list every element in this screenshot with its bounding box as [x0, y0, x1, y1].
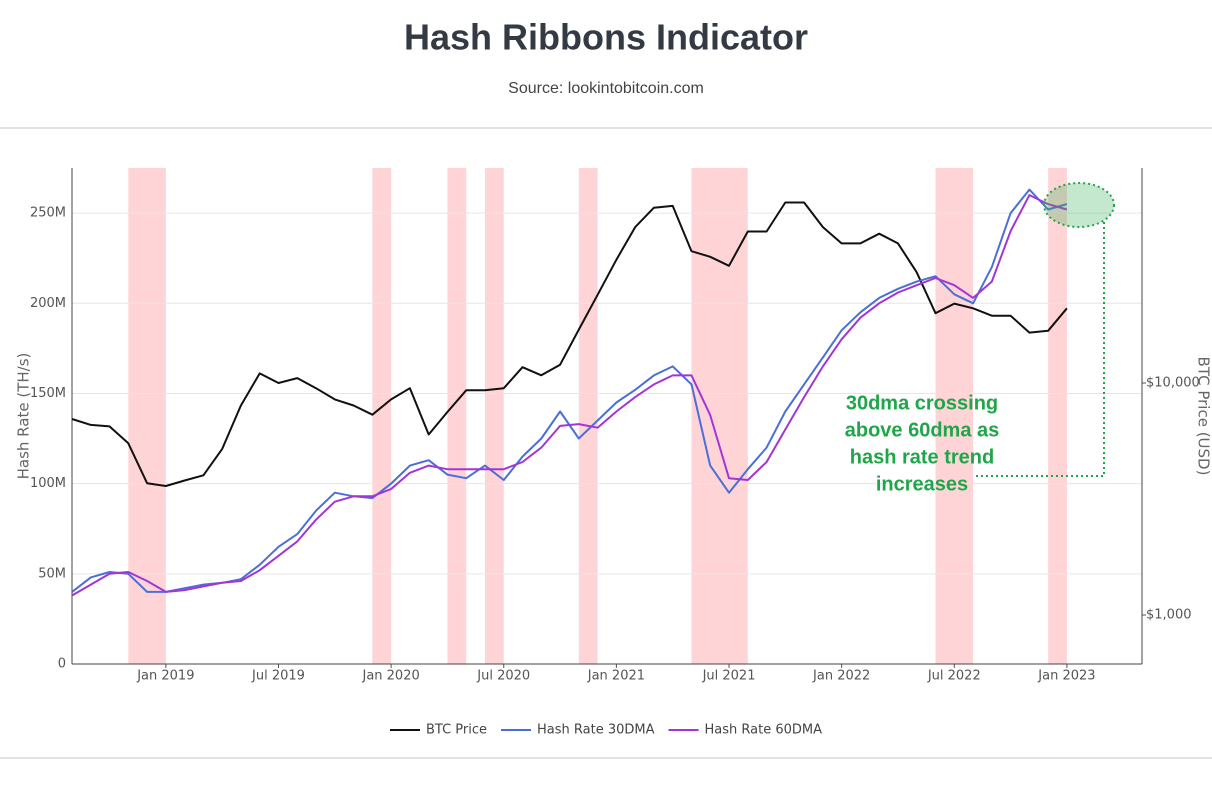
x-tick-label: Jul 2021 [702, 669, 756, 684]
y-tick-label: 250M [30, 206, 66, 221]
y-tick-label: 0 [58, 657, 66, 672]
highlight-ellipse [1044, 183, 1114, 227]
shaded-range [579, 168, 598, 664]
y-axis-label: Hash Rate (TH/s) [15, 353, 33, 480]
x-tick-label: Jul 2022 [927, 669, 981, 684]
y-tick-label: 50M [38, 566, 66, 581]
annotation-text: above 60dma as [845, 419, 1000, 441]
x-tick-label: Jan 2020 [361, 669, 419, 684]
shaded-range [1048, 168, 1067, 664]
annotation-text: hash rate trend [850, 446, 994, 468]
y2-tick-label: $1,000 [1146, 608, 1192, 623]
shaded-range [691, 168, 747, 664]
x-tick-label: Jul 2020 [476, 669, 530, 684]
chart-title: Hash Ribbons Indicator [404, 17, 808, 58]
shaded-range [485, 168, 504, 664]
y2-tick-label: $10,000 [1146, 376, 1200, 391]
shaded-range [447, 168, 466, 664]
annotation-text: increases [876, 473, 968, 495]
chart-subtitle: Source: lookintobitcoin.com [508, 80, 704, 97]
legend: BTC Price Hash Rate 30DMA Hash Rate 60DMA [390, 723, 822, 738]
series-line [72, 190, 1067, 592]
y-tick-label: 100M [30, 476, 66, 491]
x-tick-label: Jul 2019 [251, 669, 305, 684]
legend-label: Hash Rate 30DMA [537, 723, 655, 738]
y-tick-label: 200M [30, 296, 66, 311]
legend-label: Hash Rate 60DMA [705, 723, 823, 738]
y2-axis-label: BTC Price (USD) [1195, 357, 1212, 476]
annotation-text: 30dma crossing [846, 392, 998, 414]
y-tick-label: 150M [30, 386, 66, 401]
x-tick-label: Jan 2023 [1037, 669, 1095, 684]
legend-label: BTC Price [426, 723, 487, 738]
x-tick-label: Jan 2021 [587, 669, 645, 684]
shaded-range [372, 168, 391, 664]
shaded-range [936, 168, 974, 664]
series-line [72, 203, 1067, 487]
x-tick-label: Jan 2019 [136, 669, 194, 684]
x-tick-label: Jan 2022 [812, 669, 870, 684]
